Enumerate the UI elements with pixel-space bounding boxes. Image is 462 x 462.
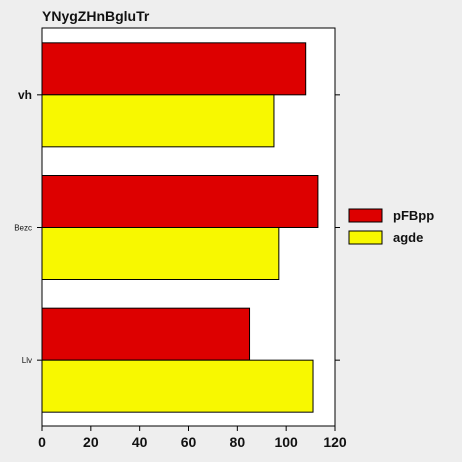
legend: pFBpp agde	[348, 208, 434, 245]
bar-agde-Llv	[41, 359, 314, 413]
y-tick-label: vh	[18, 88, 32, 102]
bar-pFBpp-vh	[41, 42, 307, 96]
y-axis: vh Bezc Llv	[14, 88, 340, 365]
bar-agde-Bezc	[41, 227, 280, 280]
bar-agde-vh	[41, 94, 275, 148]
bars-group	[41, 42, 319, 413]
x-tick-label: 60	[181, 434, 197, 450]
x-tick-label: 20	[83, 434, 99, 450]
x-tick-label: 100	[274, 434, 298, 450]
legend-label-pFBpp: pFBpp	[393, 208, 434, 223]
chart-title: YNygZHnBgluTr	[42, 8, 150, 24]
x-tick-label: 120	[323, 434, 347, 450]
x-axis: 0 20 40 60 80 100 120	[38, 426, 347, 450]
x-tick-label: 40	[132, 434, 148, 450]
legend-swatch-agde	[348, 230, 383, 245]
legend-label-agde: agde	[393, 230, 423, 245]
bar-pFBpp-Bezc	[41, 175, 319, 228]
x-tick-label: 80	[230, 434, 246, 450]
bar-pFBpp-Llv	[41, 307, 251, 361]
x-tick-label: 0	[38, 434, 46, 450]
y-tick-label: Llv	[22, 356, 32, 365]
y-tick-label: Bezc	[14, 224, 32, 233]
legend-swatch-pFBpp	[348, 208, 383, 223]
